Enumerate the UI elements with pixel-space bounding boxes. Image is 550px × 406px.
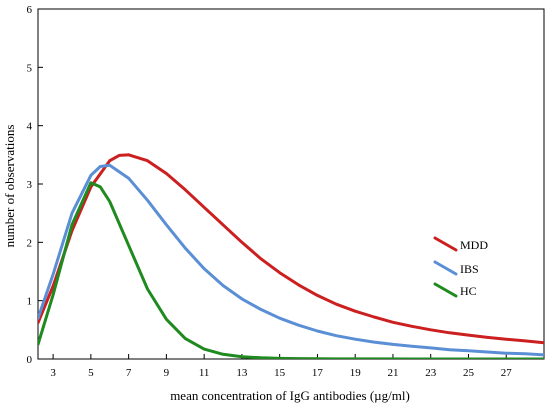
x-axis-title: mean concentration of IgG antibodies (µg… [170, 388, 410, 403]
x-tick-label: 13 [236, 367, 248, 379]
legend-swatch-hc [433, 282, 458, 298]
x-tick-label: 5 [88, 367, 94, 379]
y-tick-label: 3 [27, 179, 33, 191]
series-lines [38, 153, 544, 359]
x-tick-label: 23 [425, 367, 437, 379]
y-tick-label: 1 [27, 296, 33, 308]
y-tick-label: 0 [27, 354, 33, 366]
y-tick-label: 6 [27, 4, 33, 16]
series-line-hc [38, 181, 544, 359]
x-tick-label: 11 [199, 367, 210, 379]
x-tick-label: 19 [350, 367, 362, 379]
x-tick-label: 21 [387, 367, 398, 379]
x-tick-label: 9 [164, 367, 170, 379]
x-tick-label: 27 [501, 367, 513, 379]
plot-area [37, 8, 545, 360]
series-line-mdd [38, 153, 544, 345]
y-tick-label: 4 [27, 121, 33, 133]
legend-label-ibs: IBS [460, 262, 479, 276]
legend-swatch-mdd [433, 236, 458, 252]
y-axis-title: number of observations [2, 125, 17, 248]
legend-label-hc: HC [460, 284, 477, 298]
legend-label-mdd: MDD [460, 238, 488, 252]
legend-swatch-ibs [433, 260, 458, 276]
x-tick-label: 7 [126, 367, 132, 379]
y-tick-label: 2 [27, 237, 33, 249]
x-tick-label: 15 [274, 367, 286, 379]
series-line-ibs [38, 163, 544, 357]
x-tick-label: 25 [463, 367, 475, 379]
x-tick-label: 17 [312, 367, 324, 379]
x-tick-label: 3 [50, 367, 56, 379]
y-tick-label: 5 [27, 62, 33, 74]
legend: MDD IBS HC [433, 236, 488, 298]
plot-frame [37, 8, 545, 360]
